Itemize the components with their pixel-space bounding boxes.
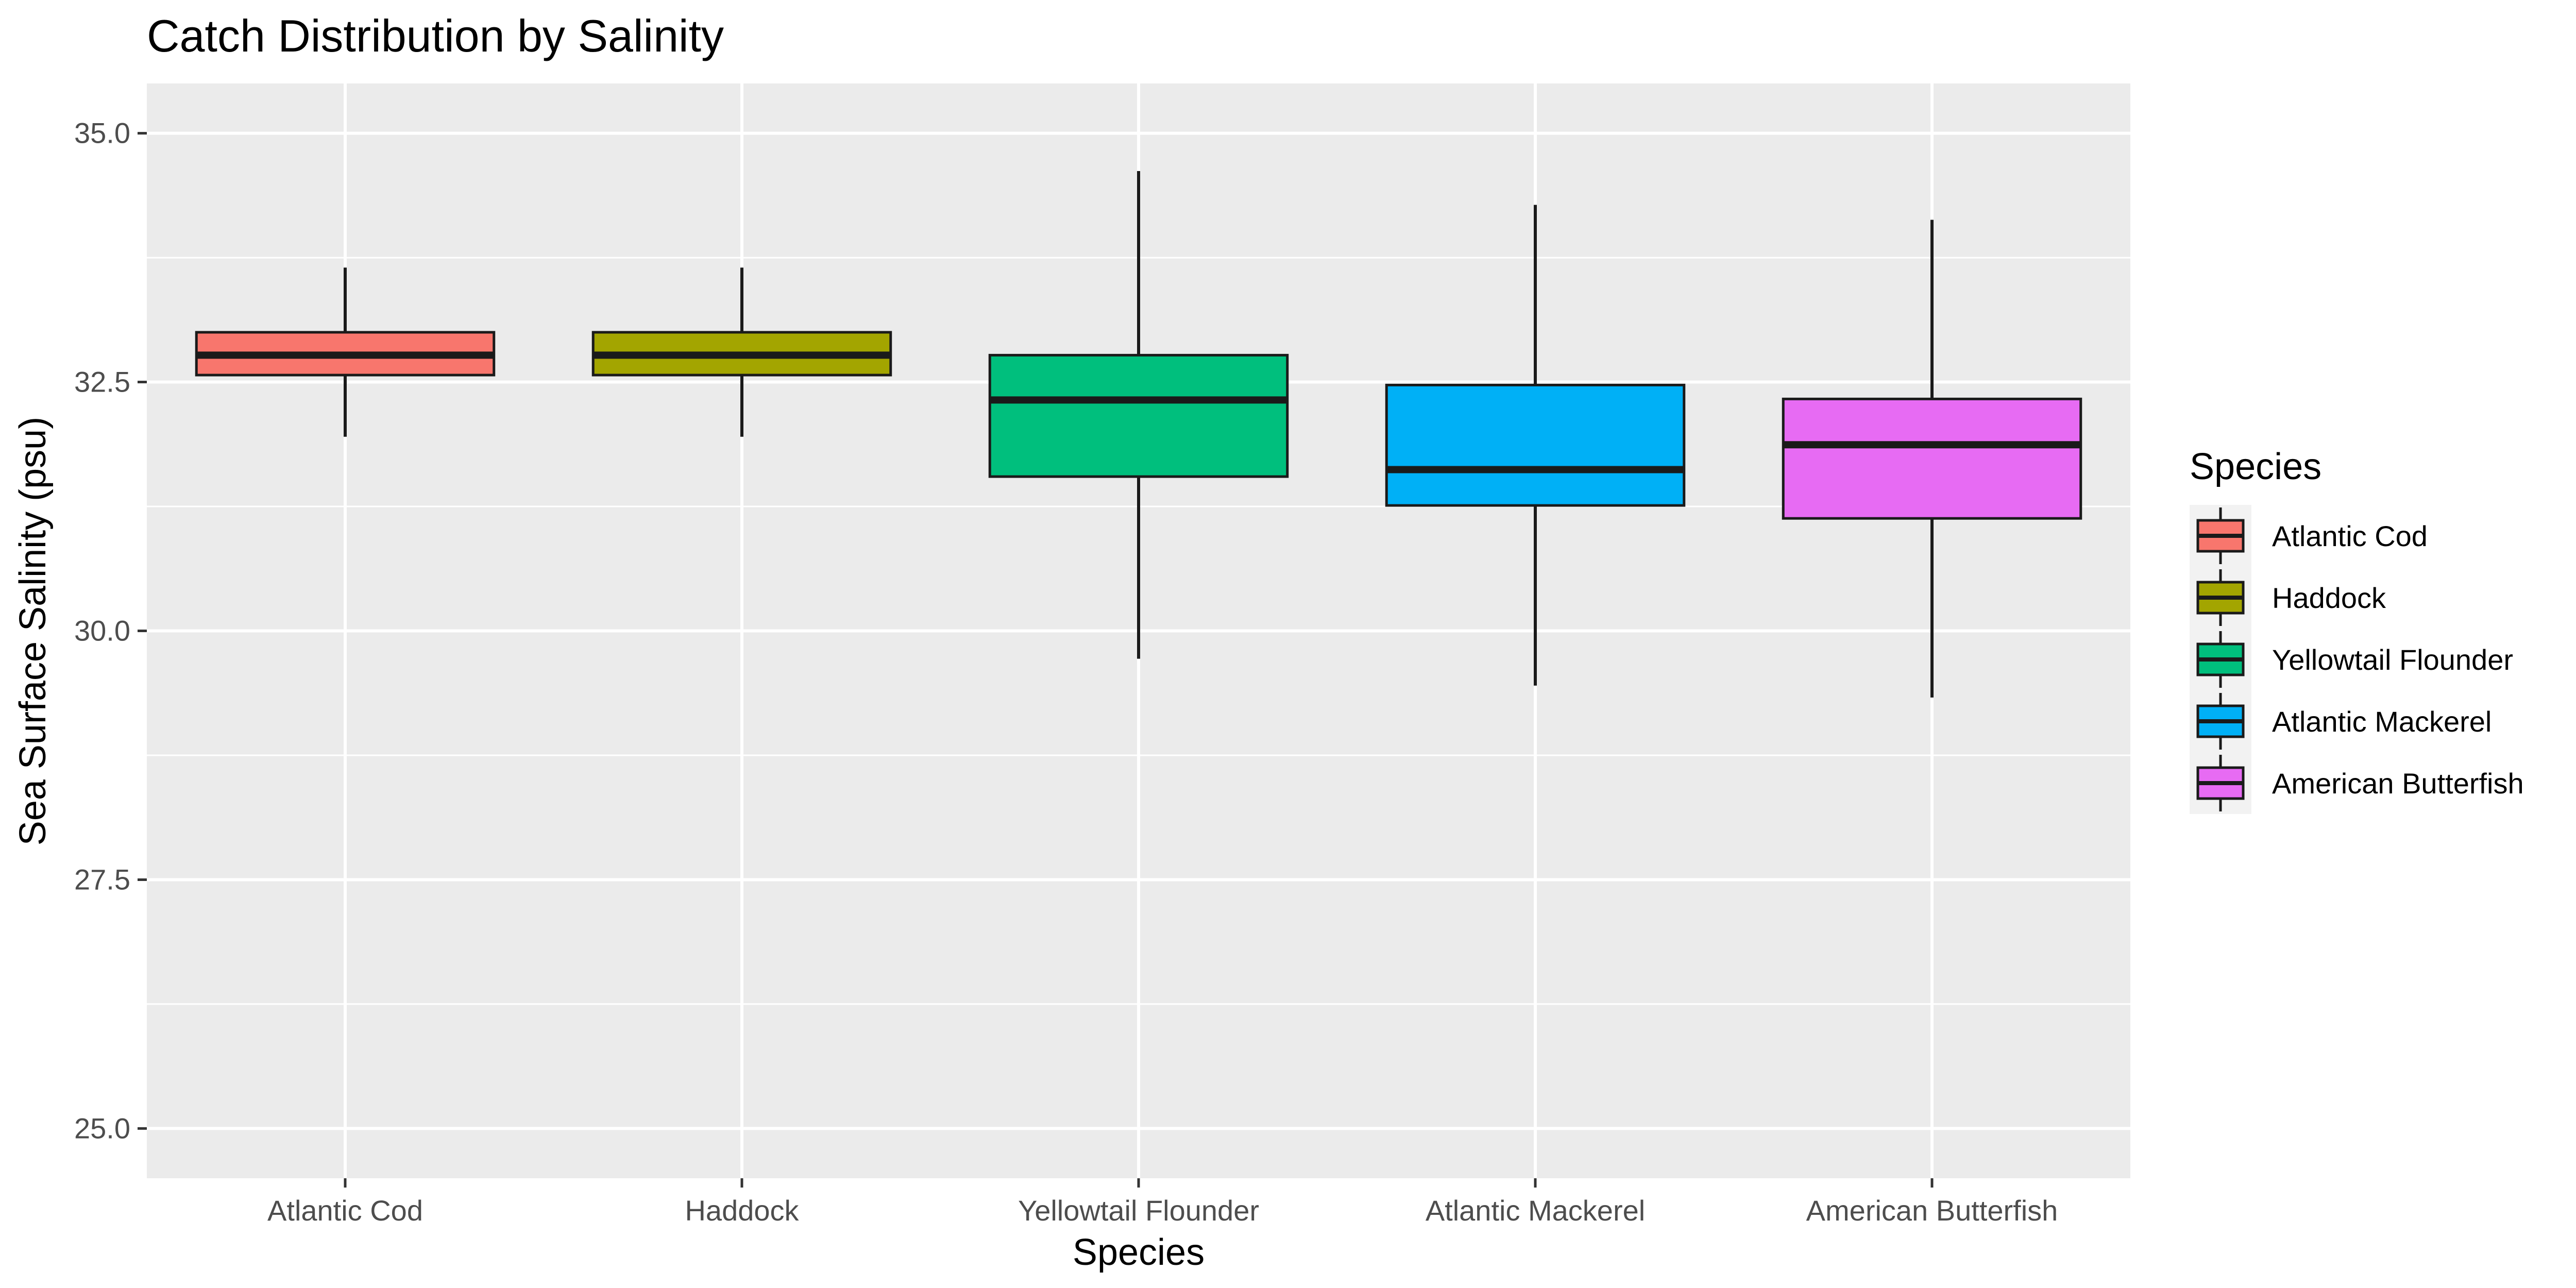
legend-label: Atlantic Mackerel [2272, 705, 2492, 738]
legend-label: Atlantic Cod [2272, 520, 2428, 552]
box-yellowtail-flounder [988, 171, 1289, 659]
x-tick-label: Haddock [685, 1194, 799, 1227]
x-tick-label: Yellowtail Flounder [1018, 1194, 1259, 1227]
box-body [1385, 383, 1686, 507]
legend-item: American Butterfish [2196, 755, 2524, 811]
legend: Species Atlantic Cod Haddock Yellowtail Fl… [2190, 446, 2524, 814]
y-tick-label: 32.5 [74, 366, 130, 398]
y-tick-label: 27.5 [74, 863, 130, 895]
y-tick-label: 30.0 [74, 615, 130, 647]
box-american-butterfish [1782, 219, 2082, 698]
legend-items: Atlantic Cod Haddock Yellowtail Flounder At… [2196, 507, 2524, 811]
legend-label: Yellowtail Flounder [2272, 643, 2513, 676]
chart-title: Catch Distribution by Salinity [147, 10, 724, 61]
box-body [988, 353, 1289, 478]
legend-item: Atlantic Cod [2196, 507, 2428, 564]
legend-item: Yellowtail Flounder [2196, 631, 2513, 688]
box-atlantic-cod [195, 267, 496, 437]
y-tick-label: 35.0 [74, 117, 130, 149]
y-tick-label: 25.0 [74, 1112, 130, 1144]
legend-label: American Butterfish [2272, 767, 2524, 800]
box-atlantic-mackerel [1385, 205, 1686, 686]
x-tick-label: American Butterfish [1806, 1194, 2058, 1227]
box-plots [195, 171, 2082, 698]
box-haddock [591, 267, 892, 437]
x-axis: Atlantic Cod Haddock Yellowtail Flounder At… [267, 1178, 2058, 1227]
x-tick-label: Atlantic Mackerel [1426, 1194, 1645, 1227]
y-axis: 25.0 27.5 30.0 32.5 35.0 [74, 117, 147, 1144]
x-tick-label: Atlantic Cod [267, 1194, 423, 1227]
legend-item: Haddock [2196, 569, 2386, 626]
y-axis-title: Sea Surface Salinity (psu) [12, 417, 54, 845]
legend-item: Atlantic Mackerel [2196, 693, 2492, 750]
legend-label: Haddock [2272, 582, 2386, 614]
x-axis-title: Species [1073, 1232, 1205, 1273]
box-body [1782, 397, 2082, 520]
legend-title: Species [2190, 446, 2321, 487]
